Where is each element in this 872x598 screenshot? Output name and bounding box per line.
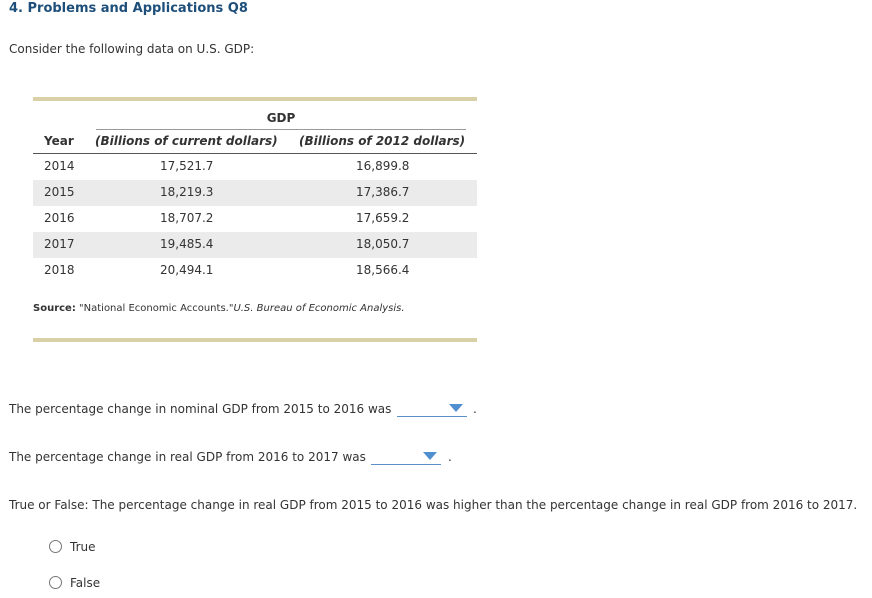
intro: Consider the following data on U.S. GDP: — [9, 42, 255, 56]
table-cell: 18,219.3 — [160, 185, 214, 199]
option-label[interactable]: True — [70, 540, 96, 554]
table-row — [33, 206, 477, 232]
tf-prompt: True or False: The percentage change in … — [9, 498, 858, 512]
table-cell: 17,521.7 — [160, 159, 214, 173]
dropdown[interactable] — [397, 400, 467, 417]
header-rule — [33, 153, 477, 154]
table-cell: 16,899.8 — [356, 159, 410, 173]
question: The percentage change in nominal GDP fro… — [9, 402, 392, 416]
year-cell: 2015 — [44, 185, 75, 199]
source-text: "National Economic Accounts." — [79, 303, 234, 314]
question: The percentage change in real GDP from 2… — [9, 450, 366, 464]
year-cell: 2016 — [44, 211, 75, 225]
group-header: GDP — [266, 111, 296, 125]
bottom-rule — [33, 338, 477, 342]
column-header: Year — [44, 134, 74, 148]
table-cell: 19,485.4 — [160, 237, 214, 251]
group-underline — [96, 129, 466, 130]
table-cell: 20,494.1 — [160, 263, 214, 277]
dropdown[interactable] — [371, 448, 441, 465]
source-publication: U.S. Bureau of Economic Analysis. — [233, 303, 405, 314]
source: Source: "National Economic Accounts."U.S… — [33, 302, 405, 316]
table-row — [33, 232, 477, 258]
column-header: (Billions of 2012 dollars) — [299, 134, 466, 148]
table-cell: 17,386.7 — [356, 185, 410, 199]
radio-button[interactable] — [49, 540, 62, 553]
title: 4. Problems and Applications Q8 — [9, 1, 248, 16]
table-cell: 18,050.7 — [356, 237, 410, 251]
option-label[interactable]: False — [70, 576, 101, 590]
question-end: . — [448, 450, 452, 464]
table-row — [33, 258, 477, 284]
question-end: . — [473, 402, 477, 416]
year-cell: 2014 — [44, 159, 75, 173]
table-cell: 18,566.4 — [356, 263, 410, 277]
table-row — [33, 154, 477, 180]
table-cell: 18,707.2 — [160, 211, 214, 225]
top-rule — [33, 97, 477, 101]
table-row — [33, 180, 477, 206]
year-cell: 2018 — [44, 263, 75, 277]
radio-button[interactable] — [49, 576, 62, 589]
source-label: Source: — [33, 303, 76, 314]
table-cell: 17,659.2 — [356, 211, 410, 225]
column-header: (Billions of current dollars) — [95, 134, 278, 148]
year-cell: 2017 — [44, 237, 75, 251]
